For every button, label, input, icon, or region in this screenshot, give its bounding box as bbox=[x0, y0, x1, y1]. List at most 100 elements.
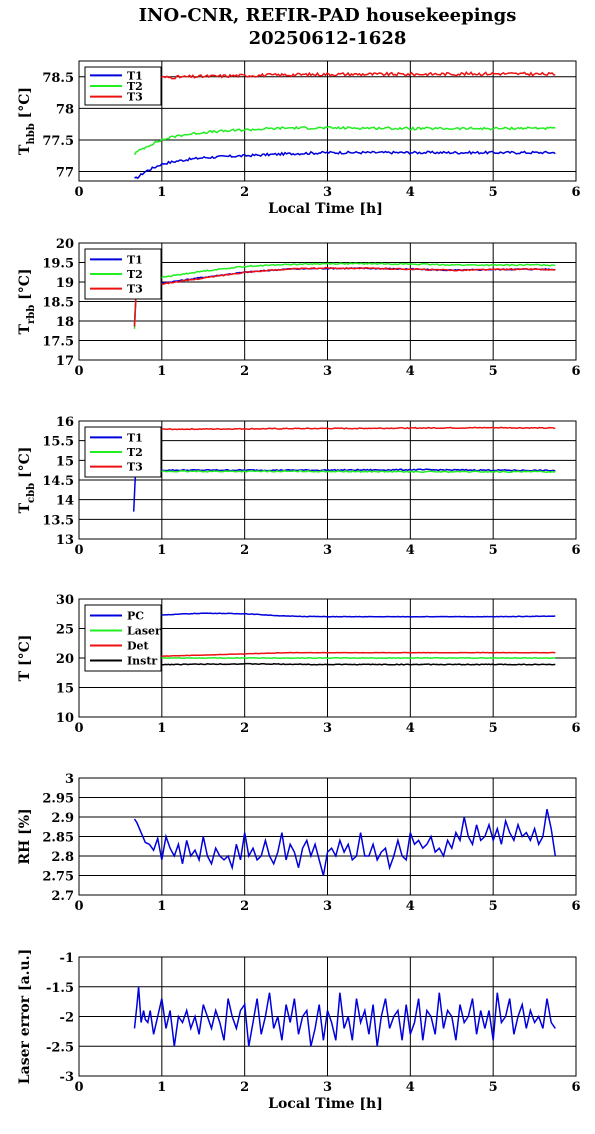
x-tick-label: 6 bbox=[571, 543, 580, 558]
y-tick-label: 2.95 bbox=[42, 792, 74, 807]
series-line-t3 bbox=[134, 71, 556, 80]
y-tick-label: 17.5 bbox=[42, 335, 74, 350]
y-tick-label: 78 bbox=[56, 102, 74, 117]
series-line-instr bbox=[134, 662, 556, 666]
x-tick-label: 6 bbox=[571, 1080, 580, 1095]
y-tick-label: 2.85 bbox=[42, 831, 74, 846]
y-tick-label: 20 bbox=[56, 652, 74, 667]
legend-label: T1 bbox=[127, 431, 143, 444]
y-tick-label: -3 bbox=[60, 1070, 74, 1085]
y-tick-label: 2.7 bbox=[51, 889, 74, 904]
x-tick-label: 3 bbox=[323, 899, 332, 914]
y-tick-label: 20 bbox=[56, 237, 74, 252]
x-tick-label: 4 bbox=[406, 185, 415, 200]
x-tick-label: 1 bbox=[157, 899, 166, 914]
x-tick-label: 3 bbox=[323, 543, 332, 558]
x-tick-label: 2 bbox=[240, 364, 249, 379]
y-tick-label: -1 bbox=[60, 951, 74, 966]
y-tick-label: 17 bbox=[56, 354, 74, 369]
y-tick-label: -2 bbox=[60, 1011, 74, 1026]
y-tick-label: 3 bbox=[65, 772, 74, 787]
x-axis-label: Local Time [h] bbox=[268, 1096, 383, 1112]
series-line-rh bbox=[133, 809, 557, 876]
y-tick-label: 13 bbox=[56, 533, 74, 548]
x-tick-label: 0 bbox=[74, 364, 83, 379]
y-tick-label: 14 bbox=[56, 494, 74, 509]
y-tick-label: -1.5 bbox=[46, 981, 74, 996]
y-tick-label: 15 bbox=[56, 682, 74, 697]
y-tick-label: 30 bbox=[56, 593, 74, 608]
legend-label: PC bbox=[127, 610, 144, 623]
legend-label: Det bbox=[127, 640, 150, 653]
x-tick-label: 0 bbox=[74, 1080, 83, 1095]
y-tick-label: 78.5 bbox=[42, 71, 74, 86]
chart-rbb: 17 17.5 18 18.5 19 19.5 20 0 1 2 3 4 5 6 T1 T2 T3 Trbb [°… bbox=[17, 237, 581, 379]
figure-title: INO-CNR, REFIR-PAD housekeepings 2025061… bbox=[0, 4, 595, 50]
legend-label: T1 bbox=[127, 253, 143, 266]
x-tick-label: 0 bbox=[74, 543, 83, 558]
legend-label: T3 bbox=[127, 283, 143, 296]
x-tick-label: 2 bbox=[240, 1080, 249, 1095]
series-line-t3 bbox=[133, 266, 556, 327]
legend-label: T3 bbox=[127, 91, 143, 104]
series-line-det bbox=[134, 651, 556, 658]
y-tick-label: 16 bbox=[56, 415, 74, 430]
y-tick-label: 19 bbox=[56, 276, 74, 291]
x-tick-label: 2 bbox=[240, 543, 249, 558]
x-tick-label: 0 bbox=[74, 899, 83, 914]
y-tick-label: 19.5 bbox=[42, 257, 74, 272]
y-tick-label: 2.8 bbox=[51, 850, 74, 865]
x-tick-label: 4 bbox=[406, 1080, 415, 1095]
y-tick-label: 2.9 bbox=[51, 811, 74, 826]
y-tick-label: 13.5 bbox=[42, 513, 74, 528]
y-axis-label: Tcbb [°C] bbox=[17, 447, 37, 514]
x-tick-label: 4 bbox=[406, 543, 415, 558]
x-tick-label: 2 bbox=[240, 185, 249, 200]
legend-label: T1 bbox=[127, 69, 143, 82]
x-tick-label: 3 bbox=[323, 1080, 332, 1095]
x-tick-label: 4 bbox=[406, 721, 415, 736]
chart-laser: -3 -2.5 -2 -1.5 -1 0 1 2 3 4 5 6 Laser error [a.u.] L… bbox=[17, 949, 581, 1112]
x-axis-label: Local Time [h] bbox=[268, 201, 383, 217]
x-tick-label: 0 bbox=[74, 721, 83, 736]
x-tick-label: 5 bbox=[489, 1080, 498, 1095]
x-tick-label: 3 bbox=[323, 721, 332, 736]
series-line-t2 bbox=[133, 262, 556, 329]
x-tick-label: 6 bbox=[571, 721, 580, 736]
x-tick-label: 5 bbox=[489, 364, 498, 379]
series-line-t1 bbox=[134, 150, 556, 180]
legend-label: T2 bbox=[127, 268, 143, 281]
x-tick-label: 1 bbox=[157, 1080, 166, 1095]
x-tick-label: 5 bbox=[489, 899, 498, 914]
x-tick-label: 6 bbox=[571, 185, 580, 200]
y-tick-label: 10 bbox=[56, 711, 74, 726]
y-tick-label: 77.5 bbox=[42, 134, 74, 149]
y-tick-label: -2.5 bbox=[46, 1040, 74, 1055]
figure-title-line2: 20250612-1628 bbox=[248, 28, 407, 49]
x-tick-label: 3 bbox=[323, 364, 332, 379]
legend-label: Instr bbox=[127, 655, 157, 668]
figure-title-line1: INO-CNR, REFIR-PAD housekeepings bbox=[138, 5, 517, 26]
legend-label: T3 bbox=[127, 461, 143, 474]
chart-rh: 2.7 2.75 2.8 2.85 2.9 2.95 3 0 1 2 3 4 5 6 RH [%] bbox=[17, 772, 581, 914]
y-tick-label: 15 bbox=[56, 454, 74, 469]
x-tick-label: 1 bbox=[157, 185, 166, 200]
y-axis-label: Laser error [a.u.] bbox=[17, 949, 33, 1084]
y-axis-label: T [°C] bbox=[17, 635, 33, 682]
x-tick-label: 1 bbox=[157, 543, 166, 558]
series-line-laser bbox=[134, 656, 556, 660]
legend-label: Laser bbox=[127, 625, 161, 638]
x-tick-label: 1 bbox=[157, 364, 166, 379]
x-tick-label: 4 bbox=[406, 899, 415, 914]
x-tick-label: 1 bbox=[157, 721, 166, 736]
x-tick-label: 2 bbox=[240, 721, 249, 736]
y-tick-label: 25 bbox=[56, 623, 74, 638]
series-line-t1 bbox=[132, 468, 556, 512]
x-tick-label: 6 bbox=[571, 364, 580, 379]
x-tick-label: 6 bbox=[571, 899, 580, 914]
y-tick-label: 14.5 bbox=[42, 474, 74, 489]
